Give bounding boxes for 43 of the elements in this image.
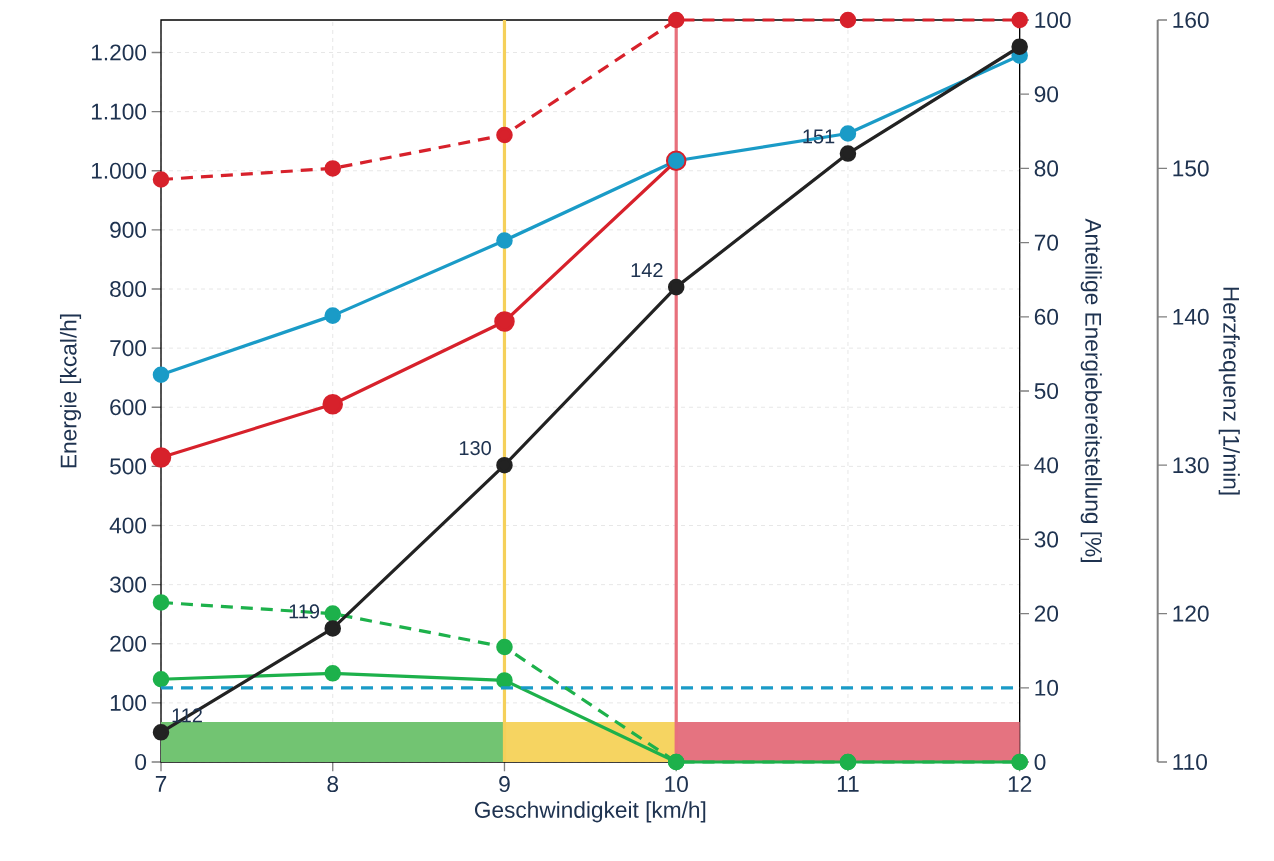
y-tick-label: 400 xyxy=(109,517,147,534)
y-tick-label: 600 xyxy=(110,399,147,416)
y-tick-label: 500 xyxy=(110,458,147,475)
x-tick-label: 11 xyxy=(837,776,859,792)
y-tick-label: 900 xyxy=(110,221,147,238)
x-axis-title: Geschwindigkeit [km/h] xyxy=(474,801,706,823)
y2-tick-label: 40 xyxy=(1034,457,1059,474)
y3-tick-label: 150 xyxy=(1173,160,1209,177)
y2-tick-label: 10 xyxy=(1035,679,1059,696)
y-tick-label: 800 xyxy=(110,280,147,298)
x-tick-label: 10 xyxy=(665,776,688,793)
y2-tick-label: 80 xyxy=(1034,160,1059,177)
y-tick-label: 1.200 xyxy=(91,44,147,61)
y3-axis-title: Herzfrequenz [1/min] xyxy=(1218,287,1240,495)
x-tick-label: 9 xyxy=(499,776,510,793)
y-tick-label: 300 xyxy=(110,576,147,593)
y2-tick-label: 50 xyxy=(1034,382,1059,400)
y3-tick-label: 140 xyxy=(1173,308,1209,325)
data-label: 142 xyxy=(631,263,663,278)
data-label: 130 xyxy=(459,440,491,456)
y-tick-label: 700 xyxy=(110,340,147,357)
y-tick-label: 200 xyxy=(110,635,147,652)
y-tick-label: 100 xyxy=(110,694,147,711)
y3-tick-label: 160 xyxy=(1173,11,1209,29)
y2-tick-label: 20 xyxy=(1034,605,1059,622)
x-tick-label: 7 xyxy=(155,776,167,792)
y-axis-title: Energie [kcal/h] xyxy=(59,314,82,468)
y2-tick-label: 70 xyxy=(1034,234,1059,251)
y-tick-label: 1.000 xyxy=(91,162,147,179)
y2-tick-label: 100 xyxy=(1035,11,1071,29)
y3-tick-label: 130 xyxy=(1173,457,1209,474)
x-tick-label: 12 xyxy=(1008,776,1032,792)
y-tick-label: 0 xyxy=(135,753,147,771)
y2-axis-title: Anteilige Energiebereitstellung [%] xyxy=(1080,218,1102,562)
y2-tick-label: 60 xyxy=(1034,308,1059,325)
y3-tick-label: 120 xyxy=(1173,605,1209,622)
y2-tick-label: 0 xyxy=(1034,753,1046,771)
y-tick-label: 1.100 xyxy=(91,103,147,120)
y2-tick-label: 30 xyxy=(1034,531,1059,548)
y3-tick-label: 110 xyxy=(1173,753,1207,771)
y2-tick-label: 90 xyxy=(1034,86,1059,103)
x-tick-label: 8 xyxy=(327,776,339,793)
data-label: 119 xyxy=(289,604,320,619)
